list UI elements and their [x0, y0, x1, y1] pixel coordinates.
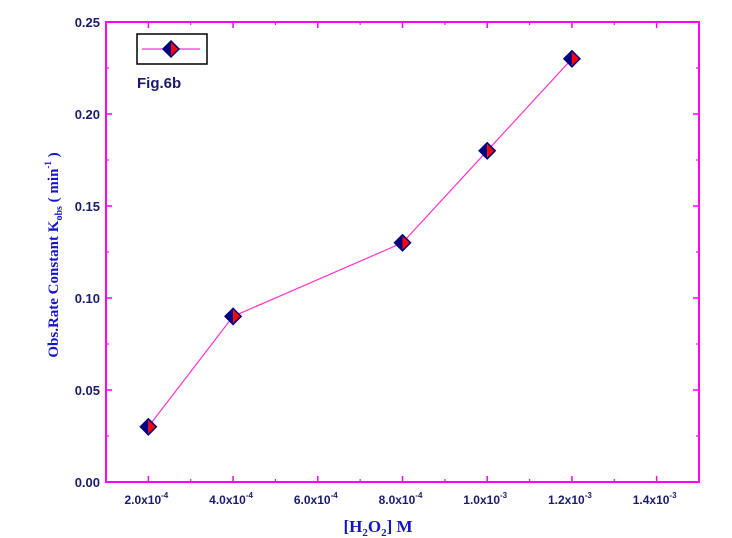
y-tick-label: 0.25: [75, 15, 100, 30]
data-point: [562, 49, 581, 68]
y-axis-title-sub: obs: [54, 206, 65, 221]
y-tick-label: 0.20: [75, 107, 100, 122]
marker-half-left: [563, 50, 572, 67]
legend-marker-diamond: [161, 39, 181, 59]
marker-outline: [224, 307, 243, 326]
data-point: [224, 307, 243, 326]
marker-outline: [478, 141, 497, 160]
plot-frame: [105, 21, 700, 483]
marker-half-left: [479, 142, 488, 159]
data-point: [478, 141, 497, 160]
x-tick-label: 4.0x10-4: [209, 491, 253, 507]
y-axis-title-main: Obs.Rate Constant K: [46, 220, 62, 357]
y-tick-label: 0.05: [75, 383, 100, 398]
marker-half-left: [225, 308, 234, 325]
marker-half-right: [148, 418, 157, 435]
marker-half-right: [233, 308, 242, 325]
y-tick-label: 0.15: [75, 199, 100, 214]
marker-outline: [393, 233, 412, 252]
marker-outline: [139, 417, 158, 436]
x-axis-title: [H2O2] M: [343, 517, 412, 538]
marker-half-left: [140, 418, 149, 435]
x-tick-label: 1.2x10-3: [548, 491, 592, 507]
x-tick-label: 8.0x10-4: [379, 491, 423, 507]
y-axis-title-unit: ( min: [46, 168, 62, 206]
x-axis-title-part2: O: [368, 517, 381, 536]
y-axis-title-sup: -1: [43, 161, 53, 169]
figure-label: Fig.6b: [137, 75, 181, 92]
data-point: [393, 233, 412, 252]
marker-half-right: [171, 41, 179, 57]
marker-outline: [562, 49, 581, 68]
x-tick-label: 1.4x10-3: [633, 491, 677, 507]
legend-marker: [161, 39, 181, 59]
x-axis-title-sub2: 2: [381, 527, 387, 538]
marker-half-right: [487, 142, 496, 159]
y-axis-title: Obs.Rate Constant Kobs ( min-1 ): [43, 152, 65, 357]
marker-half-left: [394, 234, 403, 251]
legend: [136, 33, 208, 65]
x-tick-label: 6.0x10-4: [294, 491, 338, 507]
x-axis-title-sub1: 2: [362, 527, 368, 538]
marker-outline: [161, 39, 181, 59]
data-point: [139, 417, 158, 436]
x-axis-title-part3: ] M: [387, 517, 413, 536]
y-tick-label: 0.10: [75, 291, 100, 306]
marker-half-right: [571, 50, 580, 67]
marker-half-left: [163, 41, 171, 57]
y-tick-label: 0.00: [75, 475, 100, 490]
series-line: [147, 58, 573, 428]
plot-area: 0.00 0.05 0.10 0.15 0.20 0.25 2.0x10-4 4.0x10-4…: [75, 15, 700, 507]
x-tick-label: 1.0x10-3: [463, 491, 507, 507]
x-tick-label: 2.0x10-4: [124, 491, 168, 507]
y-axis-title-close: ): [46, 152, 62, 161]
marker-half-right: [402, 234, 411, 251]
x-axis-title-part1: [H: [343, 517, 362, 536]
